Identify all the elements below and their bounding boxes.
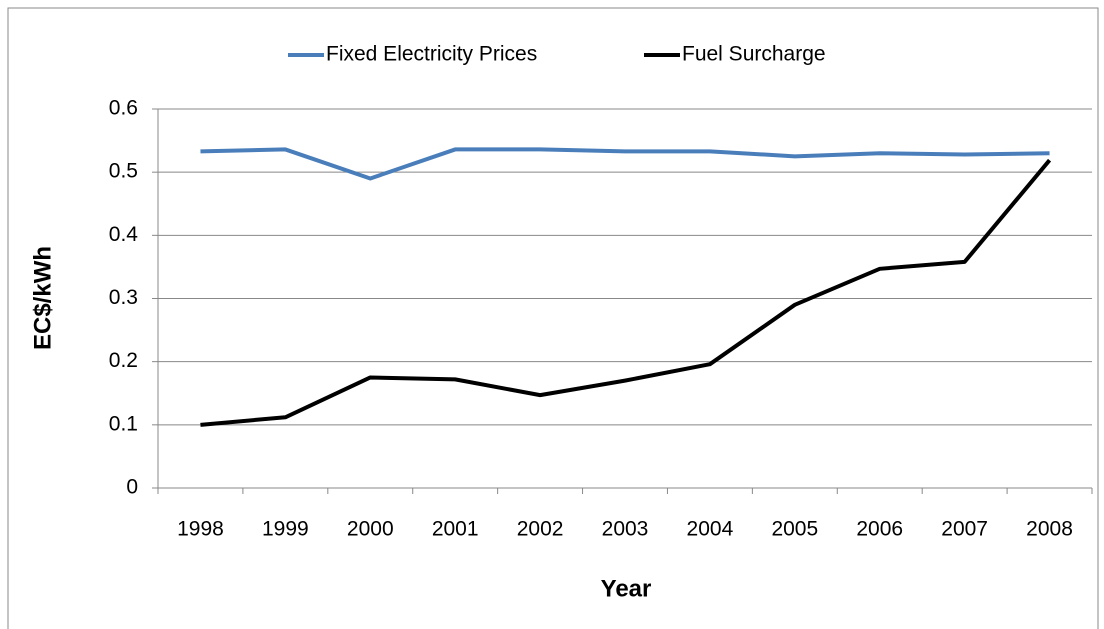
y-axis-title: EC$/kWh [29, 246, 56, 350]
x-tick-label: 2000 [347, 518, 394, 541]
y-tick-label: 0.6 [109, 97, 138, 120]
x-tick-label: 2003 [602, 518, 649, 541]
x-tick-label: 2007 [941, 518, 988, 541]
x-tick-label: 2006 [856, 518, 903, 541]
series-line [200, 158, 1052, 427]
x-tick-label: 2005 [771, 518, 818, 541]
legend-label: Fuel Surcharge [682, 43, 826, 66]
chart-border [7, 7, 1099, 629]
y-tick-label: 0.3 [109, 286, 138, 309]
series-line [200, 147, 1050, 181]
y-tick-label: 0.1 [109, 412, 138, 435]
legend-label: Fixed Electricity Prices [326, 43, 537, 66]
x-tick-label: 2002 [517, 518, 564, 541]
x-tick-label: 2008 [1026, 518, 1073, 541]
y-tick-label: 0 [126, 476, 138, 499]
y-tick-label: 0.4 [109, 223, 139, 246]
x-axis-title: Year [601, 575, 652, 602]
x-tick-label: 1998 [177, 518, 224, 541]
y-tick-label: 0.2 [109, 349, 138, 372]
y-tick-label: 0.5 [109, 160, 138, 183]
x-tick-label: 2001 [432, 518, 479, 541]
x-tick-label: 1999 [262, 518, 309, 541]
x-tick-label: 2004 [687, 518, 734, 541]
